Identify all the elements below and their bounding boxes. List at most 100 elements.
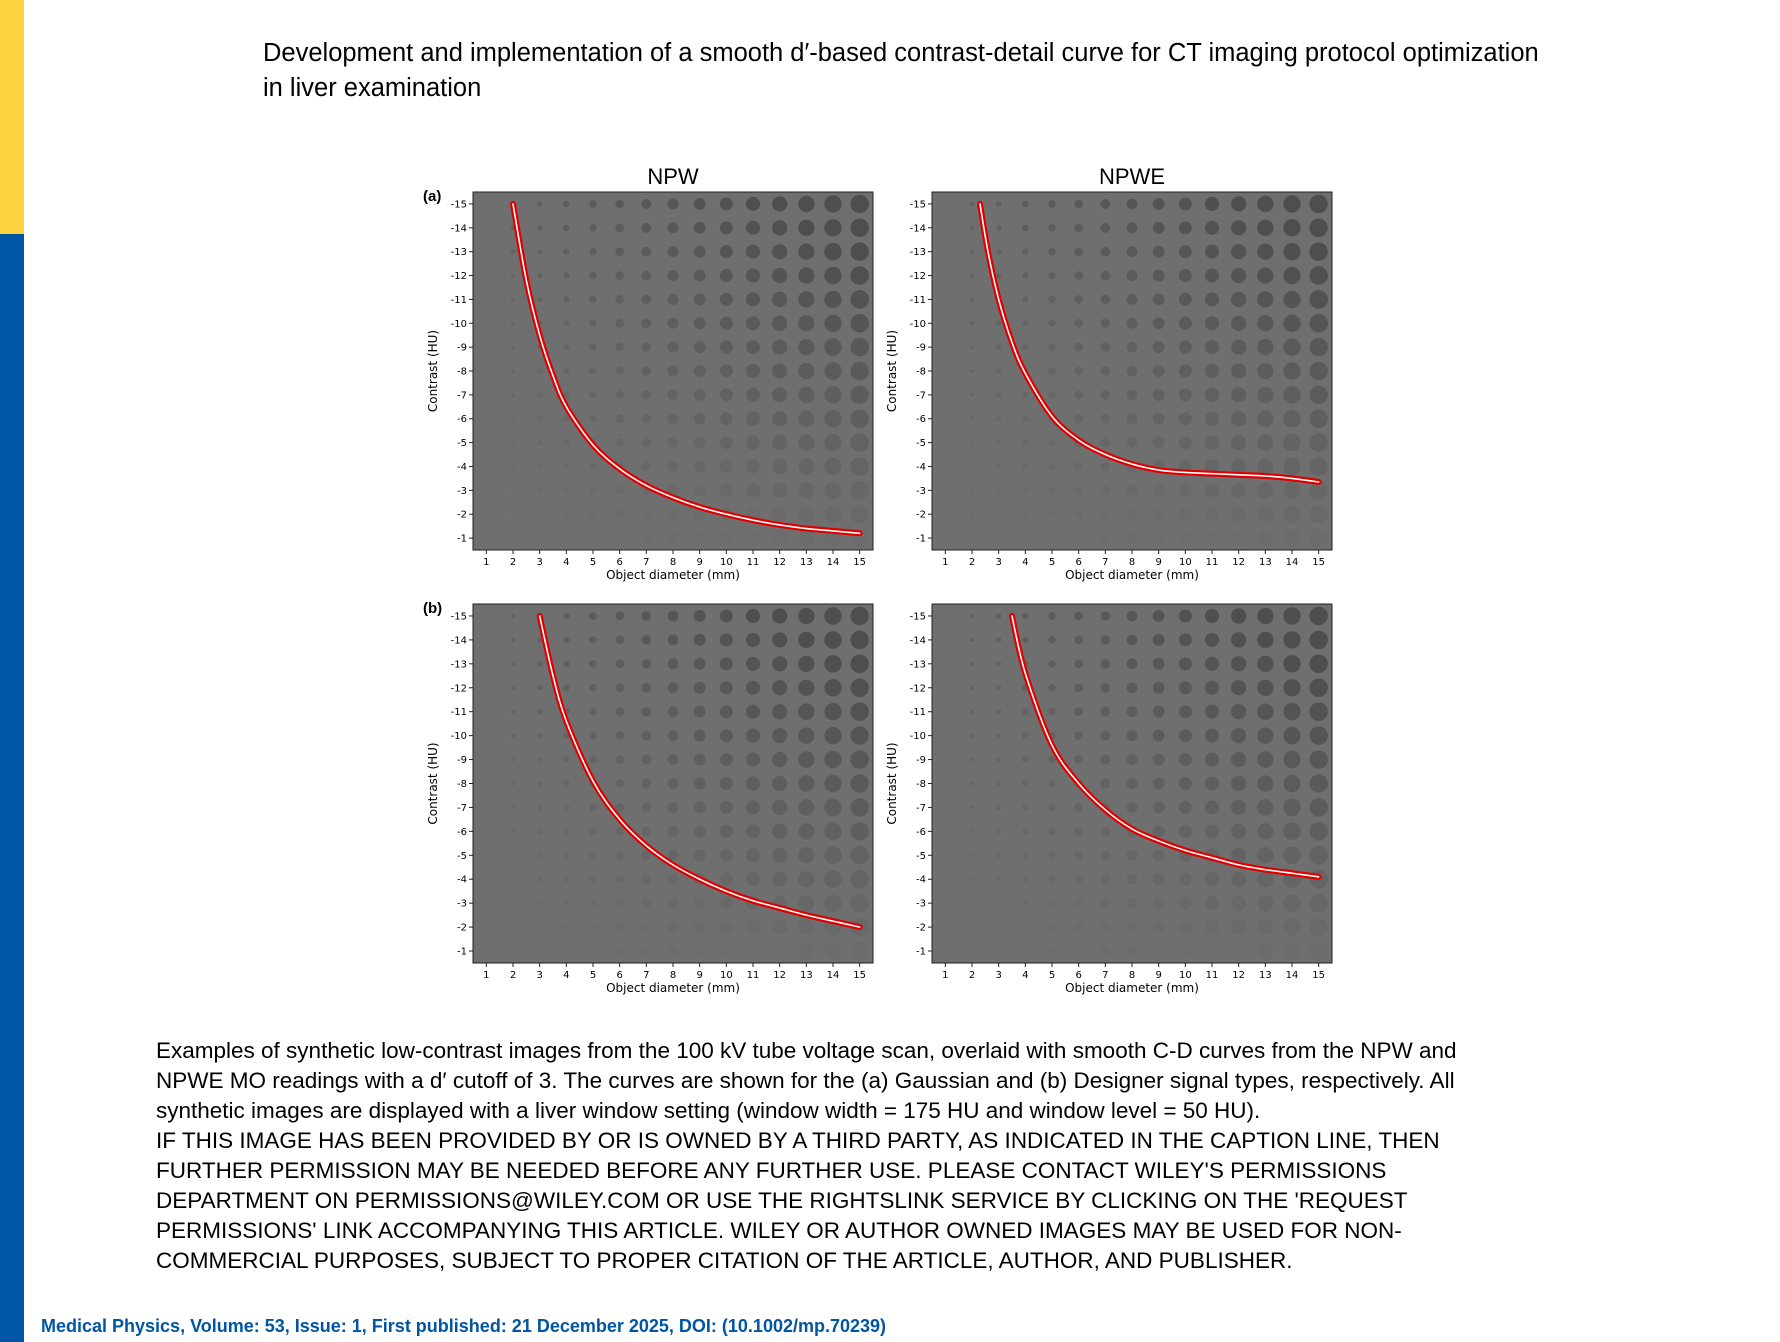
y-tick-label: -3	[457, 899, 467, 910]
lesion-disk	[1283, 703, 1301, 721]
lesion-disk	[1074, 414, 1083, 424]
lesion-disk	[615, 390, 624, 400]
lesion-disk	[772, 411, 788, 427]
y-tick-label: -6	[916, 827, 926, 838]
lesion-disk	[798, 291, 815, 308]
lesion-disk	[1231, 943, 1246, 958]
lesion-disk	[1204, 244, 1220, 259]
lesion-disk	[996, 804, 1002, 811]
lesion-disk	[1048, 612, 1056, 620]
lesion-disk	[1178, 777, 1192, 790]
lesion-disk	[1204, 896, 1220, 911]
lesion-disk	[969, 368, 975, 374]
lesion-disk	[1178, 705, 1192, 719]
lesion-disk	[1309, 242, 1328, 261]
lesion-disk	[537, 948, 542, 953]
x-tick-label: 5	[590, 970, 596, 981]
lesion-disk	[1283, 679, 1301, 697]
lesion-disk	[589, 486, 597, 495]
lesion-disk	[1126, 365, 1138, 377]
lesion-disk	[641, 270, 652, 281]
lesion-disk	[1152, 753, 1165, 766]
lesion-disk	[694, 532, 706, 544]
lesion-disk	[563, 756, 570, 763]
lesion-disk	[1257, 362, 1274, 380]
lesion-disk	[641, 802, 652, 813]
lesion-disk	[1283, 655, 1301, 673]
lesion-disk	[1100, 366, 1111, 376]
lesion-disk	[537, 368, 543, 374]
lesion-disk	[510, 297, 516, 302]
lesion-disk	[1074, 366, 1083, 376]
lesion-disk	[824, 314, 842, 332]
lesion-disk	[1283, 338, 1301, 356]
x-tick-label: 15	[853, 557, 866, 568]
lesion-disk	[1152, 657, 1165, 670]
lesion-disk	[693, 753, 706, 766]
lesion-disk	[1074, 247, 1083, 256]
x-tick-label: 9	[1155, 970, 1161, 981]
lesion-disk	[1074, 318, 1083, 328]
lesion-disk	[719, 316, 733, 330]
x-tick-label: 5	[590, 557, 596, 568]
x-tick-label: 10	[1179, 970, 1192, 981]
lesion-disk	[745, 728, 761, 743]
lesion-disk	[1126, 873, 1138, 885]
lesion-disk	[667, 610, 679, 622]
lesion-disk	[1074, 534, 1083, 543]
y-tick-label: -14	[910, 635, 926, 646]
lesion-disk	[798, 243, 815, 260]
x-tick-label: 11	[1206, 557, 1219, 568]
lesion-disk	[589, 731, 597, 740]
lesion-disk	[589, 803, 597, 812]
lesion-disk	[615, 779, 624, 788]
lesion-disk	[1309, 385, 1328, 405]
lesion-disk	[798, 482, 815, 499]
lesion-disk	[641, 946, 651, 956]
lesion-disk	[667, 849, 679, 861]
lesion-disk	[772, 704, 788, 720]
lesion-disk	[537, 828, 543, 835]
lesion-disk	[772, 656, 788, 672]
lesion-disk-grid	[510, 606, 869, 961]
x-tick-label: 3	[536, 557, 542, 568]
lesion-disk	[1231, 458, 1247, 475]
lesion-disk	[510, 488, 516, 493]
lesion-disk	[745, 872, 761, 887]
lesion-disk	[798, 823, 815, 840]
lesion-disk	[745, 483, 761, 498]
lesion-disk	[1100, 730, 1111, 741]
lesion-disk	[1152, 245, 1165, 258]
lesion-disk	[719, 657, 733, 671]
lesion-disk	[1048, 534, 1056, 542]
lesion-disk	[510, 249, 516, 254]
lesion-disk	[1283, 481, 1301, 500]
lesion-disk	[615, 635, 624, 645]
lesion-disk	[615, 874, 624, 884]
x-tick-label: 12	[773, 557, 786, 568]
x-tick-label: 10	[720, 557, 733, 568]
lesion-disk	[641, 611, 652, 621]
lesion-disk	[1022, 439, 1029, 446]
lesion-disk	[615, 486, 624, 495]
lesion-disk	[1152, 412, 1165, 425]
lesion-disk	[1100, 611, 1111, 621]
lesion-disk	[1231, 919, 1247, 935]
lesion-disk	[694, 945, 706, 957]
lesion-disk	[996, 249, 1002, 255]
lesion-disk	[824, 750, 842, 769]
lesion-disk	[772, 315, 788, 331]
lesion-disk	[969, 201, 975, 207]
lesion-disk	[996, 535, 1001, 540]
x-tick-label: 14	[1286, 970, 1299, 981]
lesion-disk	[1022, 804, 1029, 811]
lesion-disk	[824, 195, 842, 213]
lesion-disk	[537, 487, 543, 493]
lesion-disk	[537, 732, 543, 739]
lesion-disk	[850, 606, 869, 626]
lesion-disk	[667, 413, 679, 425]
lesion-disk	[1283, 457, 1301, 476]
lesion-disk	[1309, 678, 1328, 698]
lesion-disk	[1283, 918, 1301, 936]
lesion-disk	[693, 633, 706, 646]
